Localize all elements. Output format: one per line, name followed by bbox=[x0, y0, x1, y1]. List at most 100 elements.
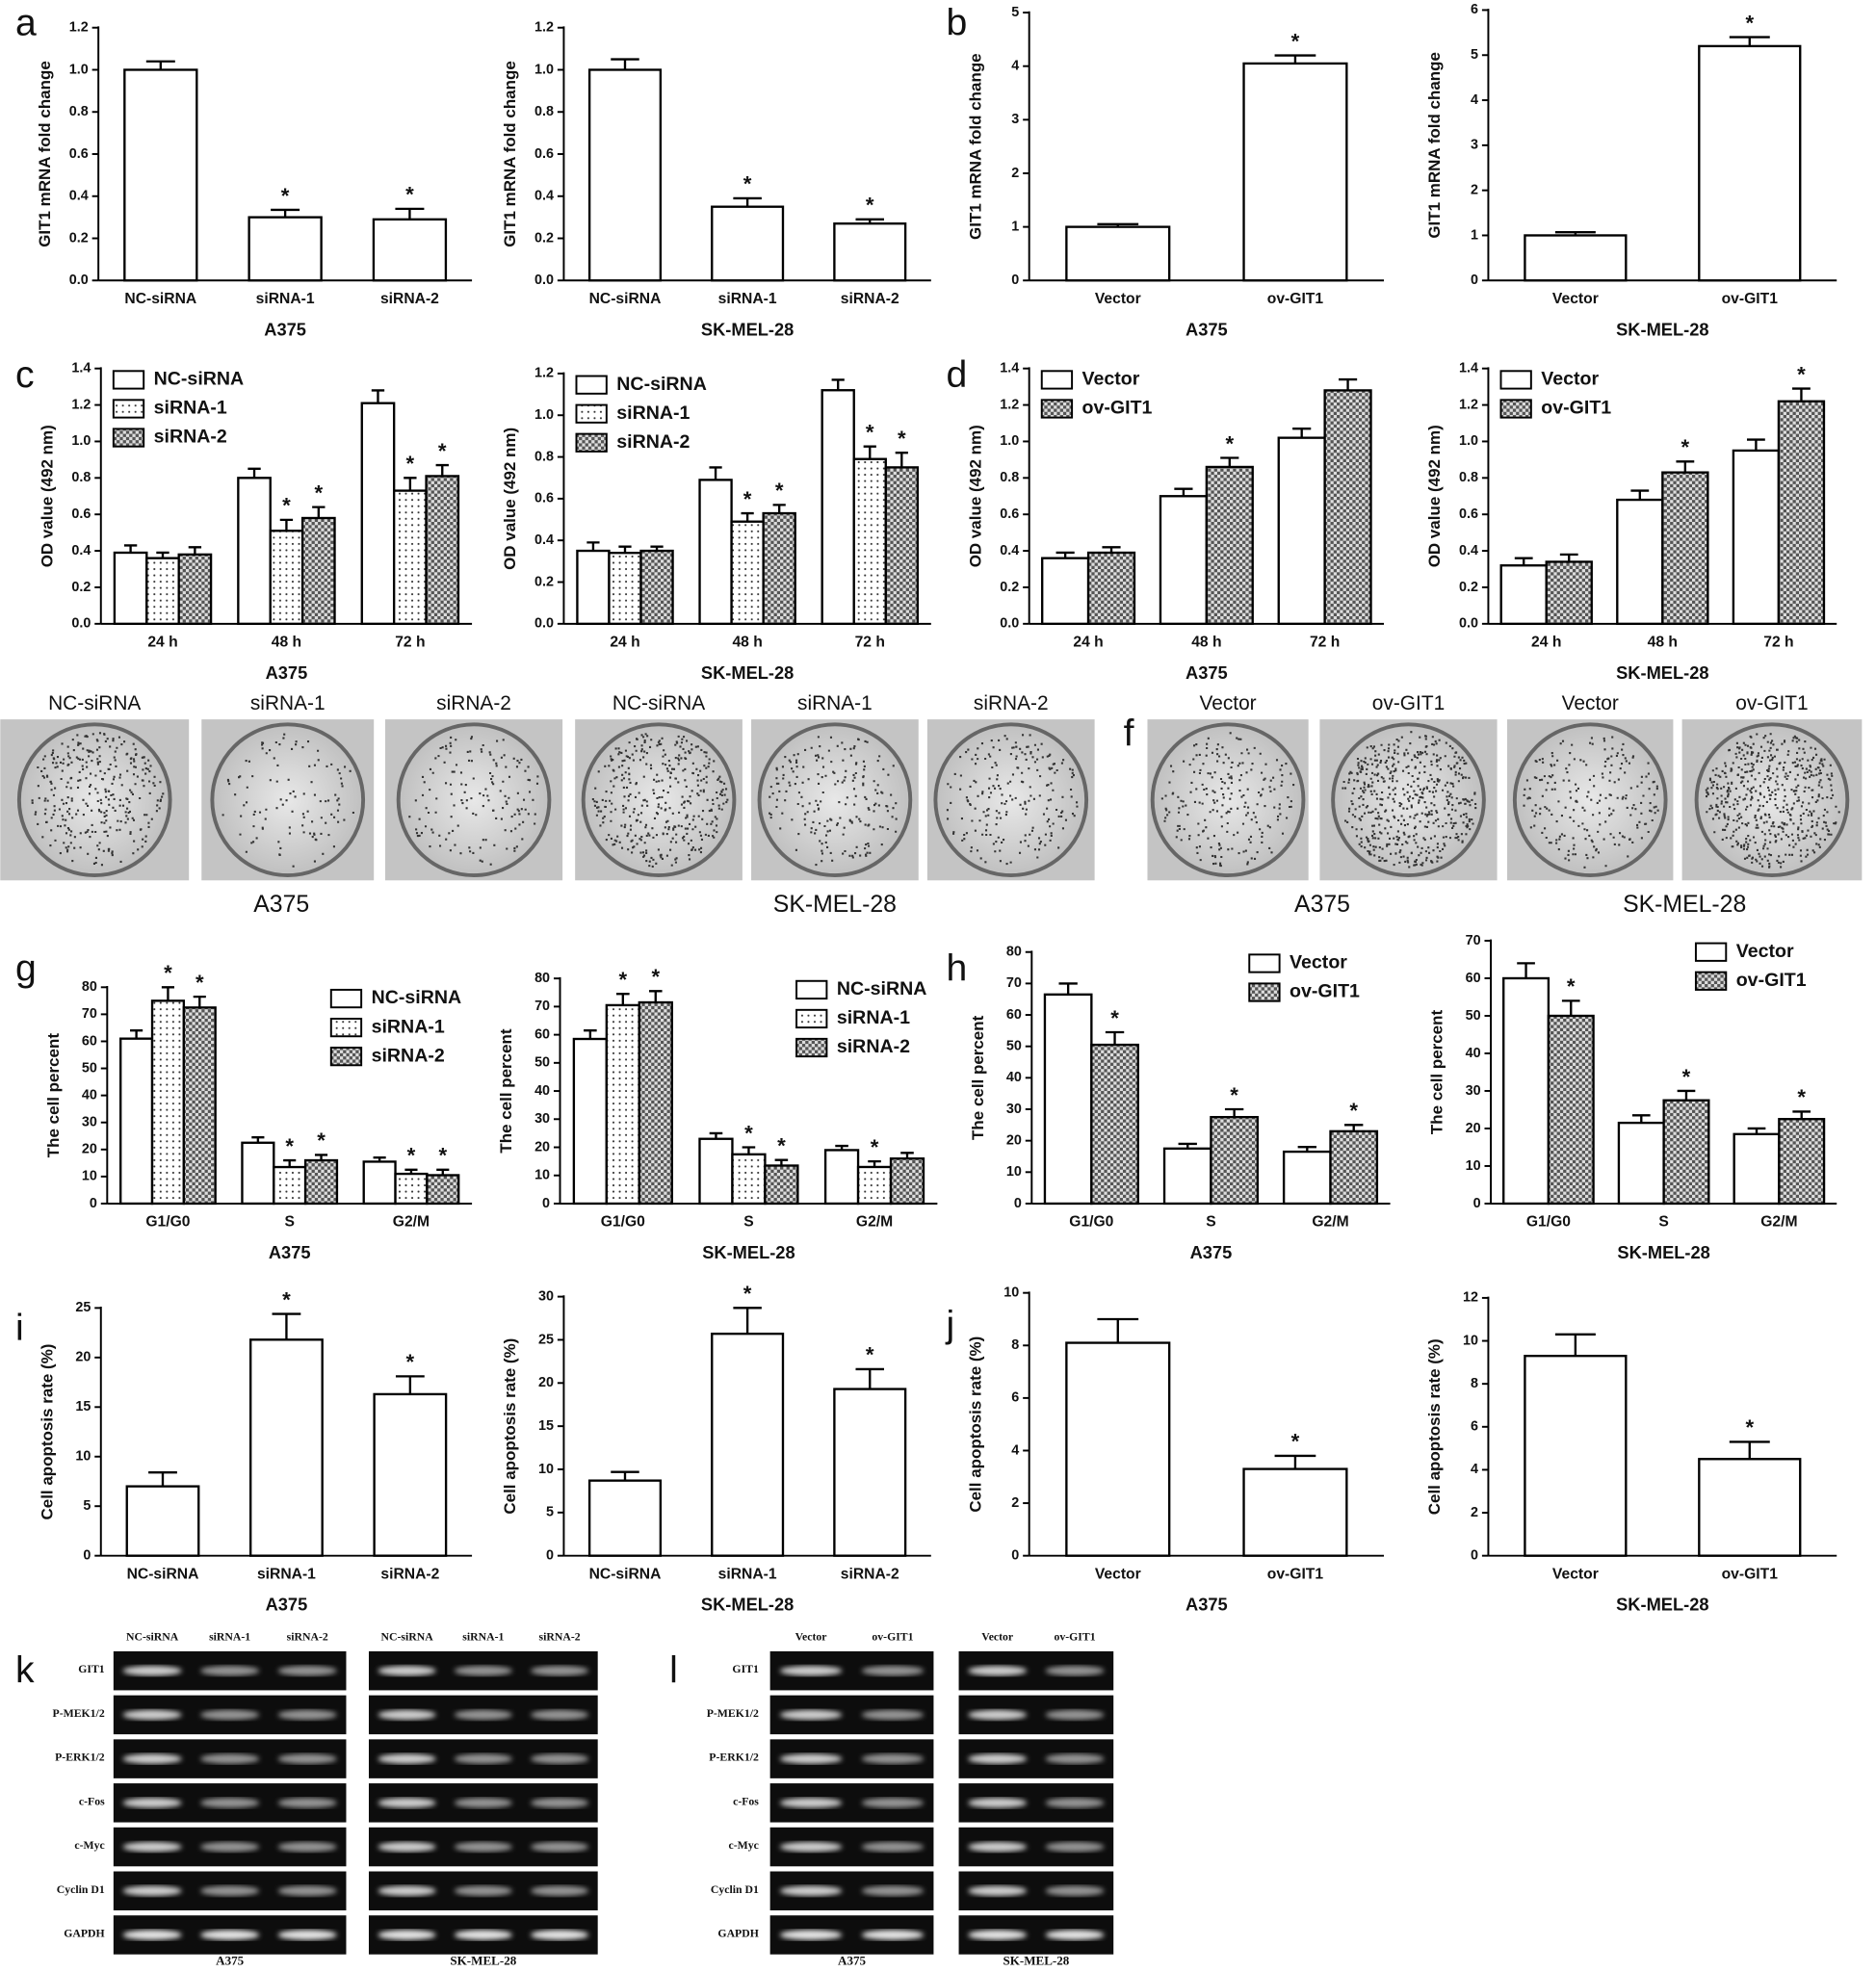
y-tick-label: 4 bbox=[1011, 1442, 1019, 1458]
significance-mark: * bbox=[743, 1282, 752, 1306]
colonies bbox=[1705, 733, 1840, 869]
error-bar bbox=[1097, 222, 1139, 227]
error-bar bbox=[855, 218, 884, 224]
significance-mark: * bbox=[1567, 974, 1576, 999]
blot-row-label: GIT1 bbox=[78, 1663, 105, 1675]
y-tick-label: 0.6 bbox=[534, 146, 554, 162]
x-tick-label: 48 h bbox=[732, 635, 762, 651]
y-tick-label: 1.0 bbox=[71, 433, 91, 449]
y-tick-label: 20 bbox=[75, 1350, 91, 1365]
bar bbox=[833, 1388, 907, 1557]
bar bbox=[1499, 564, 1548, 626]
x-axis-title: SK-MEL-28 bbox=[1617, 1242, 1709, 1262]
blot-group-label: SK-MEL-28 bbox=[1003, 1954, 1069, 1968]
x-axis-title: A375 bbox=[1190, 1242, 1233, 1262]
blot-band bbox=[200, 1930, 260, 1940]
error-bar bbox=[1554, 231, 1596, 236]
error-bar bbox=[436, 1168, 450, 1176]
legend-label: ov-GIT1 bbox=[1082, 398, 1153, 419]
panel-label: h bbox=[946, 948, 967, 990]
dish bbox=[581, 722, 737, 878]
y-tick-label: 60 bbox=[82, 1033, 97, 1049]
photo-label: Vector bbox=[1562, 692, 1619, 714]
error-bar bbox=[1220, 456, 1239, 467]
x-tick-label: G2/M bbox=[1312, 1214, 1348, 1231]
significance-mark: * bbox=[1349, 1099, 1358, 1123]
significance-mark: * bbox=[281, 184, 290, 208]
y-tick-label: 0 bbox=[1014, 1196, 1022, 1211]
legend-label: siRNA-1 bbox=[372, 1016, 445, 1037]
legend-swatch bbox=[112, 428, 145, 448]
error-bar bbox=[895, 452, 908, 468]
x-axis-title: A375 bbox=[269, 1242, 311, 1262]
y-tick-label: 10 bbox=[538, 1462, 554, 1477]
y-tick-label: 10 bbox=[1006, 1164, 1022, 1180]
y-tick-label: 10 bbox=[75, 1449, 91, 1465]
y-tick-label: 0.0 bbox=[1000, 616, 1019, 632]
blot-band bbox=[378, 1665, 436, 1676]
blot-band bbox=[122, 1841, 182, 1853]
legend-swatch bbox=[575, 375, 608, 395]
photo-group-label: SK-MEL-28 bbox=[773, 892, 897, 918]
significance-mark: * bbox=[866, 194, 874, 218]
y-tick-label: 80 bbox=[534, 971, 550, 986]
bar bbox=[248, 216, 323, 282]
bar bbox=[852, 457, 887, 626]
blot-band bbox=[122, 1885, 182, 1896]
bar bbox=[119, 1037, 154, 1206]
y-tick-label: 1 bbox=[1471, 227, 1478, 243]
significance-mark: * bbox=[1681, 435, 1690, 459]
error-bar bbox=[1517, 962, 1535, 978]
y-tick-label: 70 bbox=[534, 999, 550, 1014]
legend-label: ov-GIT1 bbox=[1736, 970, 1807, 991]
error-bar bbox=[123, 544, 138, 553]
y-tick-label: 0.0 bbox=[534, 272, 554, 288]
significance-mark: * bbox=[651, 965, 660, 989]
significance-mark: * bbox=[871, 1135, 879, 1159]
x-tick-label: siRNA-2 bbox=[841, 1566, 899, 1582]
significance-mark: * bbox=[406, 1350, 415, 1374]
x-tick-label: 72 h bbox=[1763, 635, 1793, 651]
y-tick-label: 60 bbox=[534, 1026, 550, 1042]
legend-label: siRNA-2 bbox=[154, 427, 227, 448]
significance-mark: * bbox=[866, 1343, 874, 1367]
bar bbox=[1545, 560, 1593, 626]
legend-label: ov-GIT1 bbox=[1290, 981, 1360, 1002]
significance-mark: * bbox=[285, 1134, 294, 1158]
bar bbox=[856, 1165, 893, 1206]
blot-band bbox=[968, 1885, 1028, 1896]
y-tick-label: 0.8 bbox=[1459, 470, 1478, 485]
bar bbox=[1041, 557, 1090, 626]
legend-label: siRNA-2 bbox=[837, 1036, 910, 1057]
bar bbox=[884, 466, 920, 626]
error-bar bbox=[435, 463, 449, 477]
error-bar bbox=[1630, 489, 1650, 501]
blot-band bbox=[779, 1930, 843, 1940]
bar bbox=[1661, 471, 1709, 626]
x-axis-title: A375 bbox=[264, 319, 306, 339]
y-axis-label: The cell percent bbox=[44, 1033, 63, 1158]
error-bar bbox=[855, 1367, 884, 1389]
blot-band bbox=[1045, 1665, 1105, 1676]
error-bar bbox=[1105, 1030, 1125, 1046]
x-axis-title: SK-MEL-28 bbox=[702, 1242, 795, 1262]
significance-mark: * bbox=[1230, 1083, 1238, 1107]
y-tick-label: 1.2 bbox=[534, 366, 554, 381]
y-tick-label: 30 bbox=[1006, 1102, 1022, 1117]
x-tick-label: NC-siRNA bbox=[589, 1566, 662, 1582]
bar bbox=[241, 1141, 275, 1206]
legend-label: Vector bbox=[1541, 369, 1599, 390]
error-bar bbox=[312, 506, 326, 518]
significance-mark: * bbox=[1797, 1085, 1806, 1109]
panel-label: j bbox=[945, 1304, 954, 1345]
blot-row-label: c-Myc bbox=[74, 1839, 104, 1852]
blot-band bbox=[779, 1665, 843, 1676]
legend-label: Vector bbox=[1082, 369, 1140, 390]
error-bar bbox=[648, 990, 663, 1003]
bar bbox=[605, 1003, 640, 1206]
error-bar bbox=[863, 445, 876, 459]
significance-mark: * bbox=[744, 1121, 753, 1145]
bar bbox=[1086, 551, 1136, 626]
bar bbox=[1323, 389, 1372, 626]
blot-band bbox=[968, 1665, 1028, 1676]
